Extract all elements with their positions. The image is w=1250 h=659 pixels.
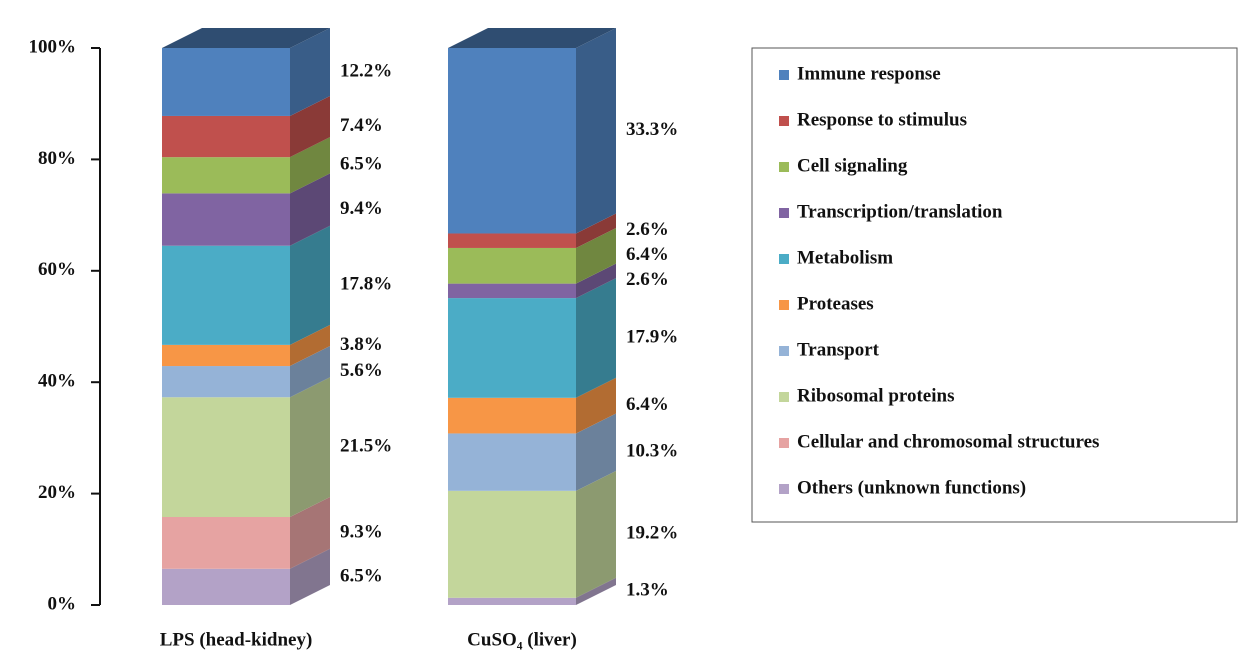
data-label: 6.5%	[340, 565, 383, 586]
legend-label: Immune response	[797, 63, 941, 84]
y-tick-label: 20%	[38, 482, 76, 503]
bar-segment	[162, 344, 290, 367]
bar-segment	[162, 366, 290, 398]
x-tick-label: CuSO₄ (liver)	[467, 629, 577, 650]
bar-segment	[162, 48, 290, 116]
bar-segment-side	[290, 28, 330, 116]
bar-segment-side	[290, 137, 330, 194]
legend-label: Ribosomal proteins	[797, 385, 954, 406]
legend-swatch	[779, 346, 789, 356]
bar-segment	[448, 490, 576, 598]
data-label: 17.9%	[626, 326, 678, 347]
bar-segment	[162, 568, 290, 605]
bar-segment-side	[576, 413, 616, 491]
legend-label: Metabolism	[797, 247, 893, 268]
bar-segment-side	[290, 377, 330, 517]
bar-segment-side	[576, 278, 616, 398]
bar-segment	[448, 433, 576, 491]
bar-segment-side	[290, 173, 330, 246]
data-label: 12.2%	[340, 60, 392, 81]
bar-segment-side	[290, 496, 330, 569]
bar-segment	[448, 247, 576, 284]
legend-swatch	[779, 438, 789, 448]
data-label: 9.3%	[340, 521, 383, 542]
legend-label: Transport	[797, 339, 880, 360]
data-label: 19.2%	[626, 523, 678, 544]
legend-swatch	[779, 208, 789, 218]
bar-segment	[448, 48, 576, 234]
bar-segment	[448, 283, 576, 299]
bar-segment-side	[290, 95, 330, 158]
y-tick-label: 100%	[29, 36, 77, 57]
data-label: 6.5%	[340, 154, 383, 175]
bar-top	[448, 28, 616, 48]
legend-label: Others (unknown functions)	[797, 477, 1026, 498]
bar-segment	[448, 298, 576, 398]
y-tick-label: 40%	[38, 371, 76, 392]
legend-swatch	[779, 254, 789, 264]
data-label: 5.6%	[340, 360, 383, 381]
data-label: 6.4%	[626, 394, 669, 415]
y-tick-label: 0%	[48, 593, 77, 614]
bar-top	[162, 28, 330, 48]
legend-label: Cell signaling	[797, 155, 908, 176]
bar-segment-side	[576, 28, 616, 234]
bar-segment	[162, 397, 290, 517]
legend-swatch	[779, 116, 789, 126]
bar-segment	[162, 516, 290, 569]
legend-swatch	[779, 484, 789, 494]
data-label: 17.8%	[340, 274, 392, 295]
legend-box	[751, 47, 1238, 523]
data-label: 10.3%	[626, 440, 678, 461]
bar-segment	[162, 157, 290, 194]
bar-segment-side	[576, 227, 616, 284]
legend-label: Transcription/translation	[797, 201, 1003, 222]
bar-segment-side	[576, 470, 616, 598]
data-label: 2.6%	[626, 269, 669, 290]
bar-segment	[162, 193, 290, 246]
legend-swatch	[779, 392, 789, 402]
bar-segment	[162, 115, 290, 158]
bar-segment	[448, 233, 576, 248]
data-label: 9.4%	[340, 198, 383, 219]
x-tick-label: LPS (head-kidney)	[160, 629, 313, 650]
legend-swatch	[779, 162, 789, 172]
bar-segment	[162, 245, 290, 345]
data-label: 3.8%	[340, 334, 383, 355]
bar-segment	[448, 397, 576, 434]
bar-segment-side	[576, 377, 616, 434]
bar-segment-side	[290, 346, 330, 398]
data-label: 2.6%	[626, 219, 669, 240]
y-tick-label: 60%	[38, 259, 76, 280]
bar-segment-side	[576, 263, 616, 299]
legend-label: Cellular and chromosomal structures	[797, 431, 1099, 452]
bar-segment-side	[576, 577, 616, 605]
legend-label: Response to stimulus	[797, 109, 967, 130]
data-label: 1.3%	[626, 580, 669, 601]
legend-swatch	[779, 70, 789, 80]
data-label: 7.4%	[340, 115, 383, 136]
data-label: 33.3%	[626, 119, 678, 140]
bar-segment-side	[290, 324, 330, 367]
bar-segment-side	[290, 548, 330, 605]
bar-segment	[448, 597, 576, 605]
data-label: 21.5%	[340, 435, 392, 456]
bar-segment-side	[576, 213, 616, 248]
y-tick-label: 80%	[38, 148, 76, 169]
legend-swatch	[779, 300, 789, 310]
data-label: 6.4%	[626, 244, 669, 265]
legend-label: Proteases	[797, 293, 874, 314]
bar-segment-side	[290, 225, 330, 345]
